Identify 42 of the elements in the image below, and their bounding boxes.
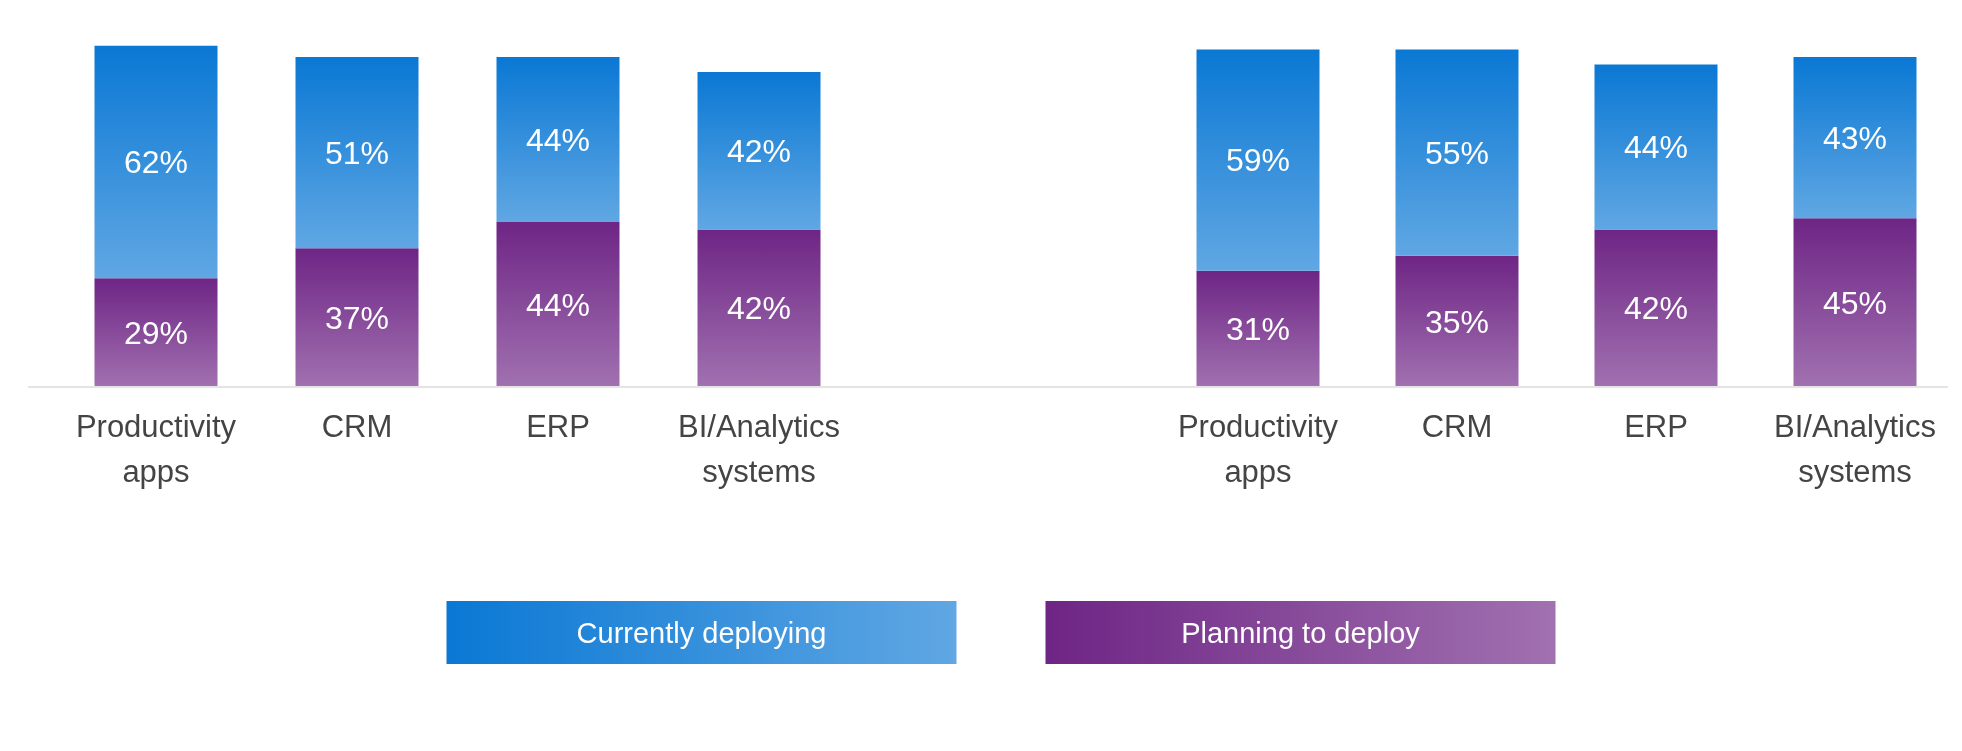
- data-label: 29%: [123, 314, 189, 351]
- x-tick-label: CRM: [321, 409, 393, 444]
- x-tick-label: Productivity apps: [1177, 409, 1339, 489]
- bar: [94, 45, 218, 279]
- data-label: 44%: [525, 121, 591, 158]
- data-label: 43%: [1822, 119, 1888, 156]
- data-label: 44%: [525, 286, 591, 323]
- x-tick-label: BI/Analytics systems: [1774, 409, 1936, 489]
- x-tick-label: BI/Analytics systems: [678, 409, 840, 489]
- x-tick-label: ERP: [526, 409, 590, 444]
- data-label: 37%: [324, 299, 390, 336]
- bar: [1594, 229, 1718, 387]
- data-label: 35%: [1424, 303, 1490, 340]
- bar: [697, 229, 821, 387]
- bar: [697, 72, 821, 230]
- bar: [1196, 49, 1320, 271]
- data-label: 42%: [726, 290, 792, 327]
- data-label: 42%: [726, 132, 792, 169]
- data-label: 55%: [1424, 134, 1490, 171]
- text: Planning to deploy: [1181, 617, 1421, 650]
- x-tick-label: Productivity apps: [75, 409, 237, 489]
- text: Currently deploying: [576, 617, 827, 650]
- bar: [496, 222, 620, 387]
- x-tick-label: CRM: [1421, 409, 1493, 444]
- bar: [1395, 49, 1519, 256]
- bar: [94, 278, 218, 387]
- data-label: 59%: [1225, 142, 1291, 179]
- data-label: 62%: [123, 144, 189, 181]
- bar: [295, 248, 419, 387]
- bar: [1793, 218, 1917, 387]
- bar: [1793, 57, 1917, 219]
- data-label: 45%: [1822, 284, 1888, 321]
- bar: [1196, 270, 1320, 387]
- bar: [1395, 255, 1519, 387]
- data-label: 31%: [1225, 311, 1291, 348]
- bar: [295, 57, 419, 249]
- bar: [496, 57, 620, 222]
- bar: [1594, 64, 1718, 230]
- data-label: 51%: [324, 134, 390, 171]
- data-label: 44%: [1623, 129, 1689, 166]
- data-label: 42%: [1623, 290, 1689, 327]
- x-tick-label: ERP: [1624, 409, 1688, 444]
